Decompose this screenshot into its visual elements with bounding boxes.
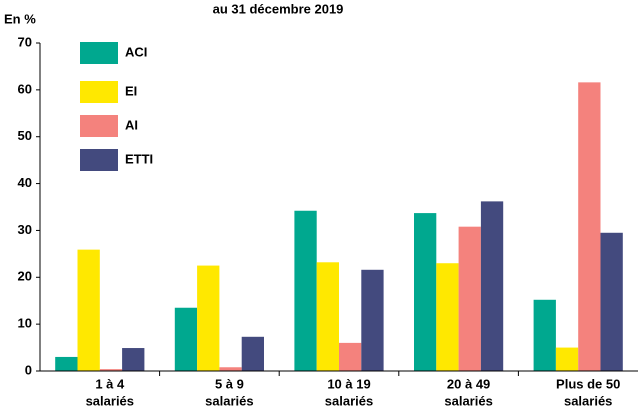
legend-swatch (80, 115, 118, 137)
x-tick-label: salariés (205, 393, 253, 408)
bar (294, 210, 317, 371)
bar (197, 265, 220, 371)
x-tick-label: salariés (564, 393, 612, 408)
bar (533, 299, 556, 371)
x-tick-label: salariés (444, 393, 492, 408)
x-tick-label: 5 à 9 (215, 376, 244, 391)
bar (122, 348, 145, 371)
x-tick-label: 1 à 4 (95, 376, 125, 391)
x-tick-label: Plus de 50 (556, 376, 620, 391)
legend-label: ETTI (125, 151, 153, 166)
bar (219, 367, 242, 371)
bar (55, 356, 78, 371)
legend-label: EI (125, 83, 137, 98)
bar (77, 249, 100, 371)
bar (578, 82, 601, 372)
y-tick-label: 70 (18, 34, 32, 49)
x-tick-label: 10 à 19 (327, 376, 370, 391)
x-tick-label: salariés (86, 393, 134, 408)
bar (316, 262, 339, 371)
x-tick-label: 20 à 49 (447, 376, 490, 391)
bar (174, 307, 198, 371)
y-tick-label: 0 (25, 362, 32, 377)
legend-swatch (80, 81, 118, 103)
bar (339, 342, 362, 371)
y-tick-label: 50 (18, 128, 32, 143)
legend-label: AI (125, 117, 138, 132)
legend-label: ACI (125, 44, 147, 59)
bar (241, 336, 264, 371)
bar (414, 213, 437, 371)
x-tick-label: salariés (325, 393, 373, 408)
y-axis-label: En % (4, 11, 36, 26)
bar (458, 226, 481, 371)
bar (555, 347, 579, 371)
bar (99, 369, 123, 371)
bar (361, 269, 384, 371)
legend-swatch (80, 42, 118, 64)
bar (480, 201, 504, 371)
y-tick-label: 20 (18, 269, 32, 284)
bar (600, 232, 623, 371)
y-tick-label: 30 (18, 222, 32, 237)
y-tick-label: 60 (18, 81, 32, 96)
y-tick-label: 10 (18, 316, 32, 331)
y-tick-label: 40 (18, 175, 32, 190)
legend-swatch (80, 149, 118, 171)
chart-title: au 31 décembre 2019 (213, 1, 344, 16)
bar (436, 263, 459, 371)
